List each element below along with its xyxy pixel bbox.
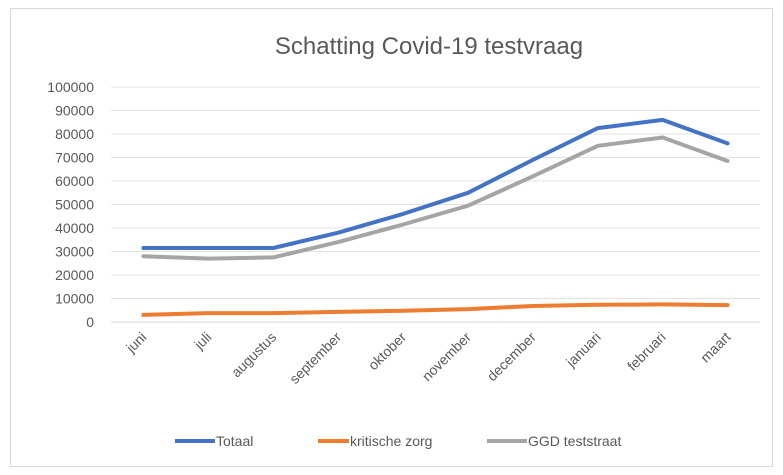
y-tick-label: 100000 — [47, 79, 94, 95]
x-tick-label: november — [419, 329, 475, 385]
y-tick-label: 60000 — [55, 173, 94, 189]
y-tick-label: 70000 — [55, 150, 94, 166]
y-tick-label: 20000 — [55, 267, 94, 283]
y-axis-ticks: 0 10000 20000 30000 40000 50000 60000 70000 8000… — [47, 79, 94, 330]
x-tick-label: augustus — [228, 329, 279, 380]
y-tick-label: 0 — [86, 314, 94, 330]
x-tick-label: september — [286, 329, 344, 387]
legend-label: kritische zorg — [350, 433, 432, 449]
x-tick-label: februari — [624, 329, 669, 374]
x-tick-label: juni — [122, 329, 149, 356]
y-tick-label: 10000 — [55, 291, 94, 307]
chart-title: Schatting Covid-19 testvraag — [275, 33, 583, 60]
series-line — [141, 117, 730, 250]
y-tick-label: 40000 — [55, 220, 94, 236]
y-tick-label: 80000 — [55, 126, 94, 142]
x-axis-ticks: juni juli augustus september oktober november… — [122, 329, 734, 387]
y-tick-label: 90000 — [55, 103, 94, 119]
series-lines — [141, 117, 730, 317]
legend-item: GGD teststraat — [487, 433, 621, 449]
series-line — [141, 135, 730, 261]
series-line — [141, 302, 730, 317]
y-tick-label: 50000 — [55, 197, 94, 213]
x-tick-label: januari — [562, 329, 604, 371]
x-tick-label: oktober — [365, 329, 410, 374]
gridlines — [111, 86, 760, 323]
legend-label: Totaal — [216, 433, 253, 449]
legend-label: GGD teststraat — [528, 433, 621, 449]
x-tick-label: maart — [697, 329, 734, 366]
x-tick-label: juli — [190, 329, 214, 353]
legend-item: kritische zorg — [318, 433, 432, 449]
chart-frame — [10, 8, 773, 467]
y-tick-label: 30000 — [55, 244, 94, 260]
legend-item: Totaal — [175, 433, 253, 449]
x-tick-label: december — [484, 329, 540, 385]
legend: Totaal kritische zorg GGD teststraat — [175, 433, 621, 449]
